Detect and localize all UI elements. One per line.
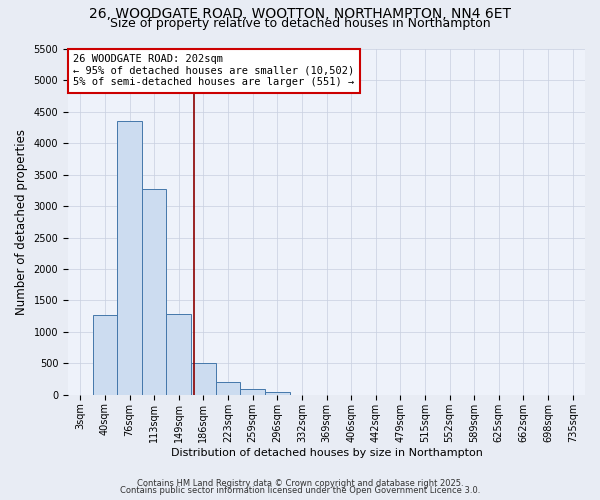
Bar: [166, 314, 191, 395]
Text: Contains public sector information licensed under the Open Government Licence 3.: Contains public sector information licen…: [120, 486, 480, 495]
X-axis label: Distribution of detached houses by size in Northampton: Distribution of detached houses by size …: [170, 448, 482, 458]
Text: Contains HM Land Registry data © Crown copyright and database right 2025.: Contains HM Land Registry data © Crown c…: [137, 478, 463, 488]
Bar: [92, 315, 117, 395]
Bar: [265, 392, 290, 395]
Y-axis label: Number of detached properties: Number of detached properties: [15, 129, 28, 315]
Bar: [117, 120, 142, 395]
Bar: [191, 362, 216, 395]
Bar: [241, 389, 265, 395]
Bar: [216, 382, 241, 395]
Text: 26 WOODGATE ROAD: 202sqm
← 95% of detached houses are smaller (10,502)
5% of sem: 26 WOODGATE ROAD: 202sqm ← 95% of detach…: [73, 54, 355, 88]
Text: 26, WOODGATE ROAD, WOOTTON, NORTHAMPTON, NN4 6ET: 26, WOODGATE ROAD, WOOTTON, NORTHAMPTON,…: [89, 8, 511, 22]
Text: Size of property relative to detached houses in Northampton: Size of property relative to detached ho…: [110, 18, 490, 30]
Bar: [142, 188, 166, 395]
